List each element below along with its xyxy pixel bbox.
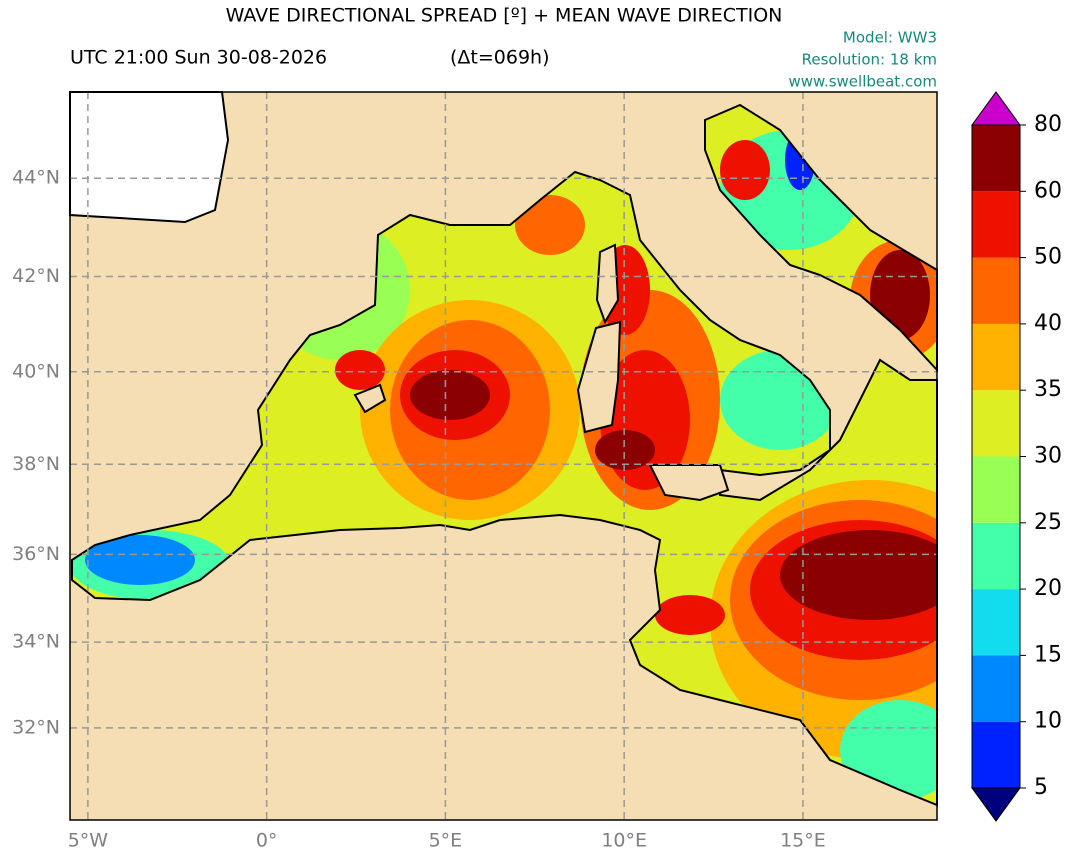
y-tick-label: 40°N (12, 360, 60, 382)
colorbar-tick-label: 30 (1034, 444, 1062, 469)
lead-time: (Δt=069h) (450, 47, 550, 69)
x-tick-label: 5°W (68, 830, 109, 852)
colorbar-tick-label: 35 (1034, 377, 1062, 402)
colorbar-tick-label: 60 (1034, 178, 1062, 203)
y-tick-label: 32°N (12, 716, 60, 738)
colorbar-tick-label: 10 (1034, 709, 1062, 734)
model-note: Model: WW3 (843, 29, 937, 47)
colorbar-tick-label: 80 (1034, 112, 1062, 137)
y-tick-label: 42°N (12, 265, 60, 287)
website-note: www.swellbeat.com (789, 73, 937, 91)
colorbar-segment (972, 191, 1020, 258)
graticule (70, 92, 937, 820)
colorbar-segment (972, 323, 1020, 391)
colorbar-segment (972, 655, 1020, 722)
colorbar-tick-label: 20 (1034, 576, 1062, 601)
colorbar-tick-label: 40 (1034, 311, 1062, 336)
colorbar-tick-label: 50 (1034, 245, 1062, 270)
map-frame (69, 91, 938, 821)
colorbar-segment (972, 125, 1020, 192)
colorbar-segment (972, 257, 1020, 324)
colorbar-segment (972, 390, 1020, 457)
colorbar-tick-label: 5 (1034, 775, 1048, 800)
x-tick-label: 0° (256, 830, 278, 852)
x-tick-label: 15°E (780, 830, 826, 852)
colorbar-under (971, 787, 1021, 822)
colorbar-over (971, 91, 1021, 126)
islands (353, 243, 730, 502)
y-tick-label: 44°N (12, 167, 60, 189)
y-tick-label: 34°N (12, 631, 60, 653)
colorbar: 5 10 15 20 25 30 35 40 50 60 80 (971, 91, 1062, 822)
y-tick-label: 36°N (12, 543, 60, 565)
colorbar-tick-label: 15 (1034, 642, 1062, 667)
colorbar-segment (972, 522, 1020, 590)
subtitle: UTC 21:00 Sun 30-08-2026 (70, 47, 327, 69)
x-tick-label: 10°E (601, 830, 647, 852)
outside-domain (69, 91, 230, 224)
title: WAVE DIRECTIONAL SPREAD [º] + MEAN WAVE … (226, 5, 783, 27)
colorbar-segment (972, 721, 1020, 788)
colorbar-segment (972, 456, 1020, 523)
colorbar-tick-label: 25 (1034, 510, 1062, 535)
y-tick-label: 38°N (12, 453, 60, 475)
coastline (71, 103, 938, 807)
x-tick-label: 5°E (429, 830, 463, 852)
colorbar-segment (972, 589, 1020, 656)
resolution-note: Resolution: 18 km (802, 51, 937, 69)
